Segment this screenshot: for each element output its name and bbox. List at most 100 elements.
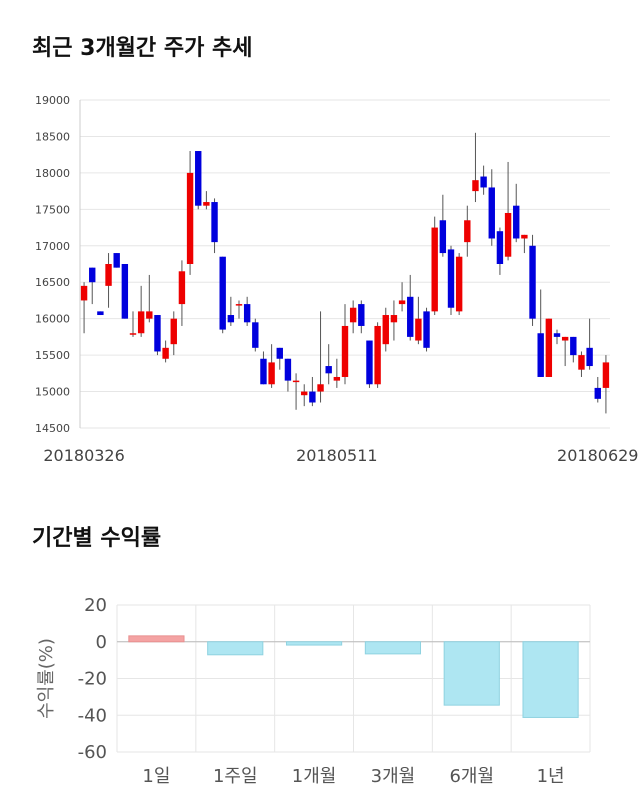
candle-body (594, 387, 601, 399)
candle-body (586, 347, 593, 367)
return-bar (285, 641, 343, 646)
y-tick-label: -60 (78, 742, 107, 763)
candle-body (602, 362, 610, 388)
price-trend-title: 최근 3개월간 주가 추세 (32, 36, 253, 61)
candle-body (317, 384, 324, 392)
candle-body (219, 256, 226, 330)
candle-body (325, 366, 332, 374)
candlestick-chart: 14500 15000 15500 16000 16500 17000 17500 18000… (35, 94, 638, 465)
candle-body (390, 315, 398, 323)
candle-body (203, 202, 210, 206)
candle-body (398, 300, 406, 305)
y-tick-label: 17500 (35, 203, 70, 216)
y-tick-label: 15500 (35, 349, 70, 362)
candle-body (439, 220, 447, 254)
candle-body (195, 151, 202, 206)
candle-body (341, 325, 349, 377)
candle-body (358, 304, 365, 326)
candle-body (243, 304, 251, 323)
candle-body (121, 264, 129, 319)
candle-body (301, 391, 308, 396)
candle-body (170, 318, 177, 345)
candle-body (504, 212, 512, 257)
candle-body (366, 340, 373, 385)
return-bar (128, 635, 185, 643)
x-tick-label: 1년 (537, 766, 565, 787)
candle-body (480, 176, 487, 188)
candle-body (578, 355, 585, 370)
candle-body (537, 333, 544, 377)
candle-body (260, 358, 267, 385)
x-tick-label: 20180511 (296, 446, 377, 465)
candle-body (513, 205, 520, 239)
candle-body (97, 311, 104, 316)
candle-body (284, 358, 292, 381)
y-tick-label: -40 (78, 705, 107, 726)
candle-body (553, 333, 561, 337)
y-tick-label: 16000 (35, 313, 70, 326)
return-bar (522, 641, 579, 718)
x-tick-label: 3개월 (371, 766, 416, 787)
y-tick-label: 19000 (35, 94, 70, 107)
candle-body (472, 180, 479, 192)
x-tick-label: 20180326 (43, 446, 124, 465)
candle-body (415, 318, 422, 341)
x-tick-label: 20180629 (557, 446, 638, 465)
return-bar (364, 641, 422, 655)
candle-body (374, 325, 381, 385)
y-axis-label: 수익률(%) (36, 638, 57, 719)
candle-body (455, 256, 463, 312)
candle-body (129, 333, 137, 335)
candle-body (80, 285, 88, 301)
return-bar (443, 641, 500, 706)
x-tick-label: 1개월 (292, 766, 337, 787)
y-tick-label: 16500 (35, 276, 70, 289)
candle-body (545, 318, 553, 377)
x-tick-label: 6개월 (449, 766, 494, 787)
returns-title: 기간별 수익률 (32, 526, 162, 551)
candle-body (561, 336, 569, 341)
candle-body (496, 231, 504, 264)
y-tick-label: 15000 (35, 386, 70, 399)
candle-body (89, 267, 96, 283)
candle-body (276, 347, 283, 359)
y-tick-label: -20 (78, 669, 107, 690)
candle-body (447, 249, 455, 308)
y-tick-label: 20 (84, 595, 107, 616)
candle-body (235, 304, 243, 306)
y-tick-label: 0 (96, 632, 107, 653)
candle-body (529, 245, 536, 319)
candle-body (186, 172, 194, 264)
y-tick-label: 18000 (35, 167, 70, 180)
returns-bar-chart: 20 0 -20 -40 -60 수익률(%) 1일 1주일 1개월 3개월 6개월 1년 (36, 595, 591, 787)
candle-body (349, 307, 357, 323)
candle-body (407, 296, 414, 337)
candle-body (137, 311, 145, 334)
candle-body (570, 336, 577, 356)
candle-body (382, 315, 389, 345)
candle-body (227, 315, 235, 323)
candle-body (252, 322, 259, 348)
candle-body (464, 220, 471, 243)
y-tick-label: 18500 (35, 130, 70, 143)
candle-body (211, 202, 218, 243)
x-tick-label: 1일 (142, 766, 170, 787)
candle-body (333, 376, 341, 381)
candle-body (268, 362, 275, 385)
candle-body (423, 311, 430, 348)
y-tick-label: 14500 (35, 422, 70, 435)
candle-body (292, 380, 300, 383)
candle-body (488, 187, 495, 239)
x-tick-label: 1주일 (213, 766, 258, 787)
candle-body (146, 311, 153, 319)
candle-body (309, 391, 316, 403)
candle-body (105, 264, 112, 286)
return-bar (207, 641, 264, 656)
candle-body (162, 347, 169, 359)
candle-body (431, 227, 438, 312)
candle-body (154, 315, 161, 352)
y-tick-label: 17000 (35, 240, 70, 253)
candle-body (521, 234, 528, 239)
candle-body (178, 271, 186, 305)
candle-body (113, 253, 120, 268)
